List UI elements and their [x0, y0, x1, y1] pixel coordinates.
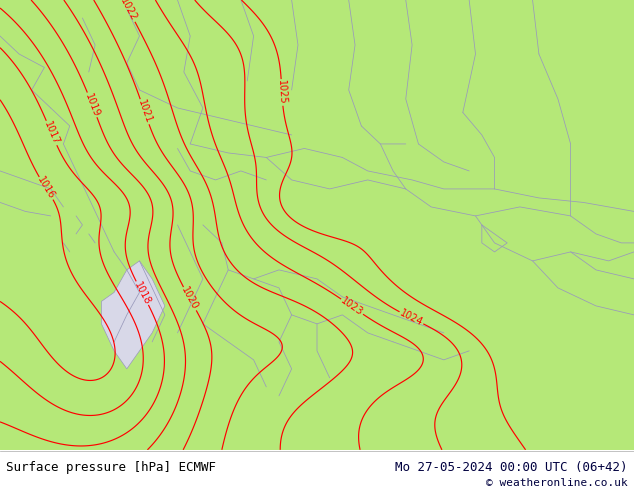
Polygon shape — [101, 261, 165, 369]
Text: 1016: 1016 — [36, 175, 57, 201]
Text: Surface pressure [hPa] ECMWF: Surface pressure [hPa] ECMWF — [6, 461, 216, 474]
Text: © weatheronline.co.uk: © weatheronline.co.uk — [486, 478, 628, 488]
Text: 1021: 1021 — [136, 98, 153, 125]
Text: 1023: 1023 — [339, 295, 365, 318]
Text: 1025: 1025 — [276, 80, 288, 105]
Text: 1024: 1024 — [398, 308, 425, 328]
Text: Mo 27-05-2024 00:00 UTC (06+42): Mo 27-05-2024 00:00 UTC (06+42) — [395, 461, 628, 474]
Text: 1020: 1020 — [179, 286, 200, 312]
Text: 1022: 1022 — [119, 0, 139, 23]
Text: 1018: 1018 — [133, 280, 152, 306]
Text: 1019: 1019 — [83, 92, 101, 118]
Text: 1017: 1017 — [42, 120, 61, 147]
